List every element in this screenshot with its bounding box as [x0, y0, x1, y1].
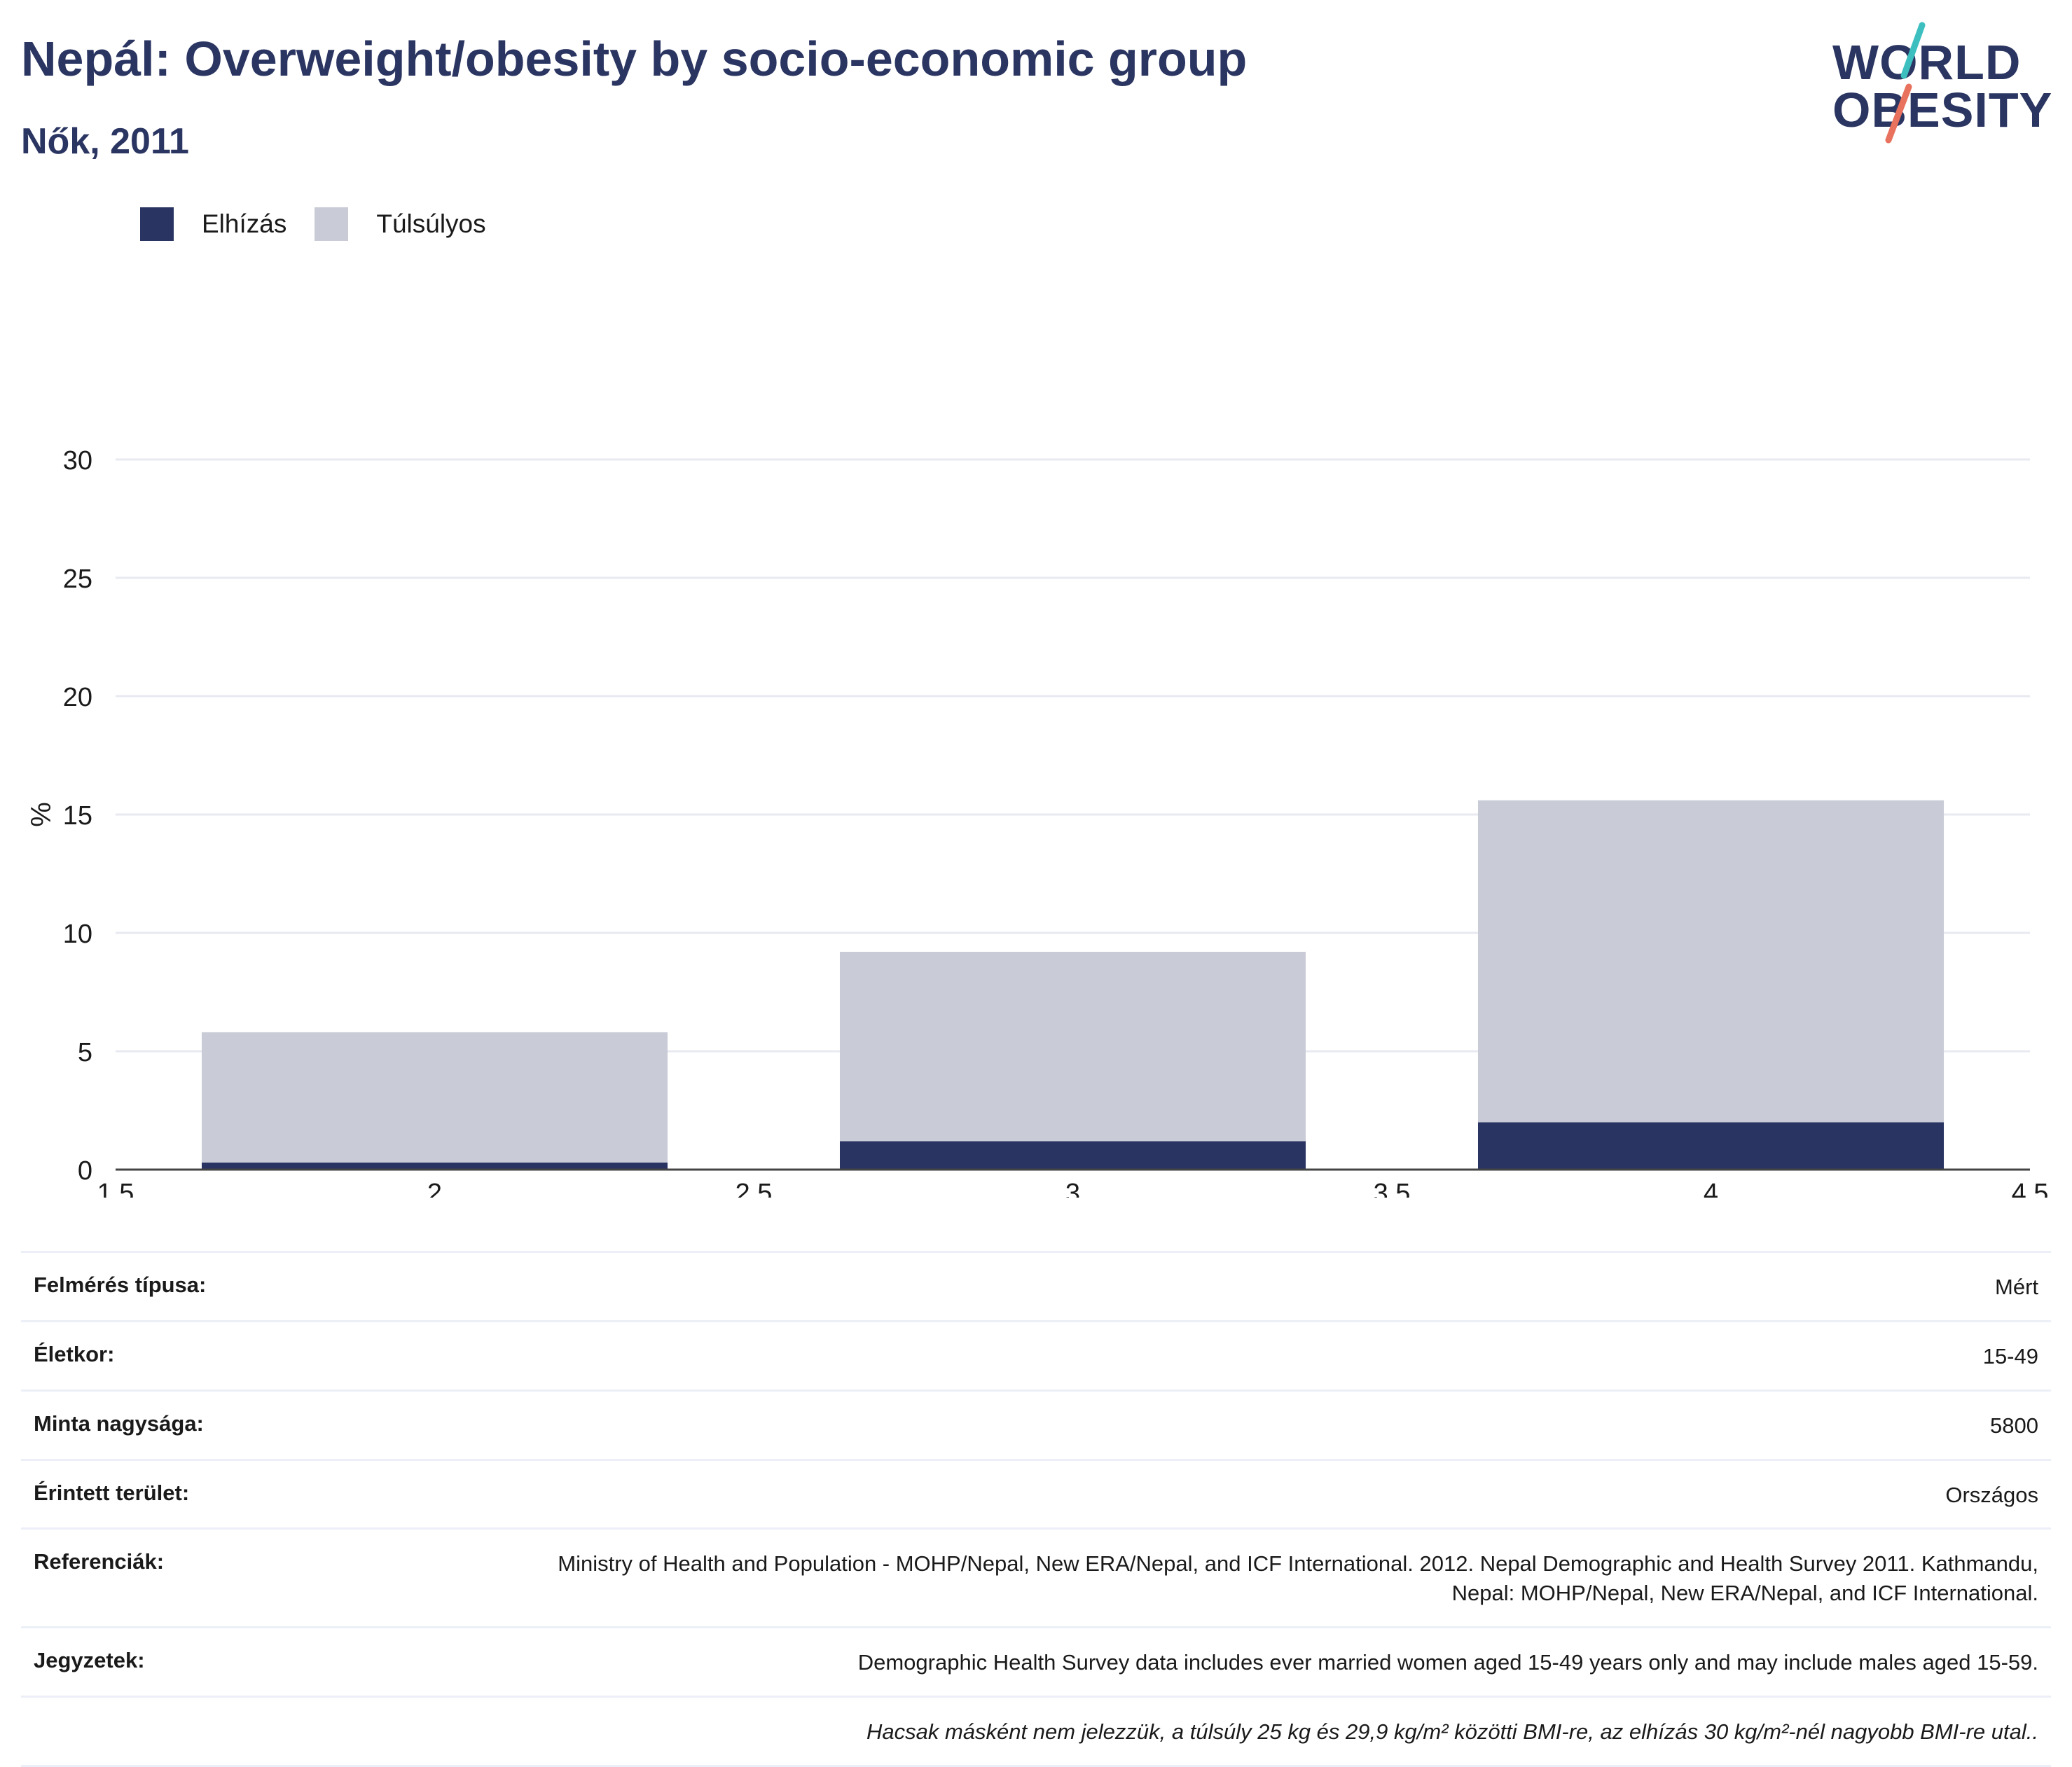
y-tick-label: 5 — [78, 1038, 92, 1067]
survey-info-table: Felmérés típusa: Mért Életkor: 15-49 Minta n… — [21, 1251, 2051, 1767]
y-tick-label: 20 — [63, 683, 92, 712]
y-tick-label: 15 — [63, 801, 92, 831]
logo-line-1: WORLD — [1832, 35, 2022, 90]
info-row: Érintett terület: Országos — [21, 1458, 2051, 1528]
legend-swatch-overweight — [315, 207, 349, 241]
info-row: Hacsak másként nem jelezzük, a túlsúly 2… — [21, 1695, 2051, 1767]
x-tick-label: 3.5 — [1374, 1179, 1411, 1198]
info-row: Életkor: 15-49 — [21, 1319, 2051, 1390]
page-subtitle: Nők, 2011 — [21, 121, 189, 162]
info-row: Felmérés típusa: Mért — [21, 1251, 2051, 1320]
x-tick-label: 1.5 — [97, 1179, 134, 1198]
info-value: 5800 — [1990, 1413, 2038, 1438]
bar-chart: 0 5 10 15 20 25 30 1.5 2 2.5 3 3.5 4 4.5% — [26, 446, 2049, 1198]
info-key: Felmérés típusa: — [34, 1273, 207, 1297]
x-tick-label: 4 — [1704, 1179, 1718, 1198]
legend-item-overweight: Túlsúlyos — [315, 207, 486, 241]
world-obesity-logo: WORLD OBESITY — [1821, 21, 2059, 147]
x-tick-label: 3 — [1065, 1179, 1080, 1198]
bar-overweight — [839, 952, 1306, 1142]
bar-overweight — [1477, 800, 1945, 1123]
info-row: Minta nagysága: 5800 — [21, 1389, 2051, 1459]
x-tick-label: 2 — [427, 1179, 442, 1198]
y-tick-label: 30 — [63, 446, 92, 476]
info-value: Hacsak másként nem jelezzük, a túlsúly 2… — [866, 1719, 2038, 1744]
y-axis-title: % — [26, 802, 57, 827]
info-key: Referenciák: — [34, 1549, 165, 1574]
legend-label-overweight: Túlsúlyos — [376, 209, 486, 238]
chart-legend: Elhízás Túlsúlyos — [140, 207, 514, 241]
y-tick-label: 10 — [63, 920, 92, 949]
x-tick-label: 4.5 — [2012, 1179, 2049, 1198]
y-tick-label: 25 — [63, 564, 92, 594]
bar-obesity — [201, 1162, 668, 1170]
info-key: Minta nagysága: — [34, 1411, 204, 1436]
info-value: Demographic Health Survey data includes … — [857, 1650, 2038, 1675]
info-row: Referenciák: Ministry of Health and Popul… — [21, 1527, 2051, 1626]
info-value: 15-49 — [1982, 1343, 2038, 1368]
info-key: Életkor: — [34, 1341, 115, 1366]
legend-item-obesity: Elhízás — [140, 207, 286, 241]
info-key: Érintett terület: — [34, 1480, 190, 1505]
info-key: Jegyzetek: — [34, 1648, 145, 1673]
bar-obesity — [1477, 1122, 1945, 1170]
page-title: Nepál: Overweight/obesity by socio-econo… — [21, 32, 1248, 86]
bar-obesity — [839, 1141, 1306, 1170]
info-value: Mért — [1995, 1275, 2038, 1299]
info-row: Jegyzetek: Demographic Health Survey data… — [21, 1626, 2051, 1696]
legend-label-obesity: Elhízás — [202, 209, 287, 238]
logo-line-2: OBESITY — [1832, 83, 2053, 137]
legend-swatch-obesity — [140, 207, 174, 241]
logo-slash-icon — [1885, 22, 1926, 144]
x-tick-label: 2.5 — [735, 1179, 773, 1198]
bar-overweight — [201, 1032, 668, 1163]
info-value: Országos — [1945, 1482, 2038, 1507]
y-tick-label: 0 — [78, 1156, 92, 1186]
info-value: Ministry of Health and Population - MOHP… — [558, 1551, 2038, 1606]
